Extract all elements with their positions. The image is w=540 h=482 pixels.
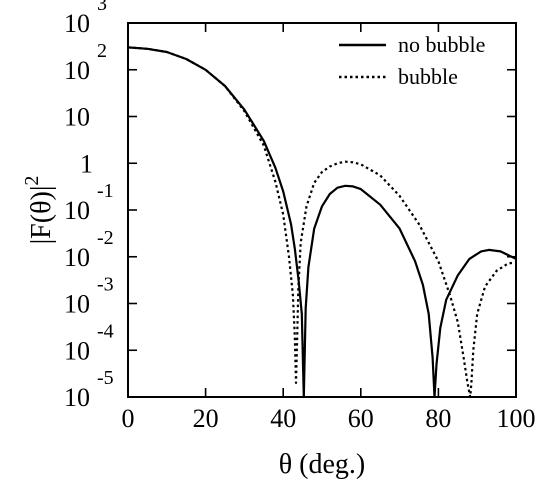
- legend-label-no-bubble: no bubble: [398, 32, 485, 57]
- x-tick-label: 20: [193, 404, 219, 433]
- y-tick-label-base: 10: [64, 103, 90, 132]
- series-line-bubble: [127, 46, 517, 399]
- y-tick-label-base: 10: [64, 196, 90, 225]
- y-tick-label-exponent: -3: [97, 274, 114, 296]
- y-tick-label-base: 10: [64, 336, 90, 365]
- x-tick-label: 40: [270, 404, 296, 433]
- y-axis-label-text: |F(θ)|: [26, 186, 57, 245]
- y-tick-label-base: 10: [64, 383, 90, 412]
- svg-text:|F(θ)|2: |F(θ)|2: [21, 176, 57, 245]
- x-tick-label: 80: [425, 404, 451, 433]
- legend: no bubble bubble: [339, 32, 485, 89]
- y-tick-label-exponent: -5: [97, 367, 114, 389]
- y-tick-label-base: 10: [64, 56, 90, 85]
- y-tick-label-base: 10: [64, 243, 90, 272]
- y-axis-label-exponent: 2: [21, 176, 43, 186]
- x-axis-tick-labels: 0 20 40 60 80 100: [122, 404, 536, 433]
- y-axis-label: |F(θ)|2: [21, 176, 57, 245]
- x-axis-label: θ (deg.): [279, 449, 366, 480]
- plot-series: [127, 46, 517, 399]
- y-tick-label-base: 1: [80, 149, 93, 178]
- series-line-no-bubble: [127, 46, 517, 399]
- legend-label-bubble: bubble: [398, 64, 458, 89]
- y-tick-label-exponent: -2: [97, 227, 114, 249]
- y-axis-tick-labels: 10 -5 10 -4 10 -3 10 -2 10 -11 10 10 2 10 3: [64, 0, 114, 412]
- x-tick-label: 60: [348, 404, 374, 433]
- y-tick-label-base: 10: [64, 290, 90, 319]
- y-tick-label-exponent: 3: [97, 0, 107, 15]
- y-tick-label-exponent: -4: [97, 320, 114, 342]
- y-tick-label-exponent: 2: [97, 40, 107, 62]
- x-tick-label: 0: [122, 404, 135, 433]
- x-tick-label: 100: [497, 404, 536, 433]
- y-tick-label-base: 10: [64, 9, 90, 38]
- y-tick-label-exponent: -1: [97, 180, 114, 202]
- plot-frame: [127, 22, 517, 398]
